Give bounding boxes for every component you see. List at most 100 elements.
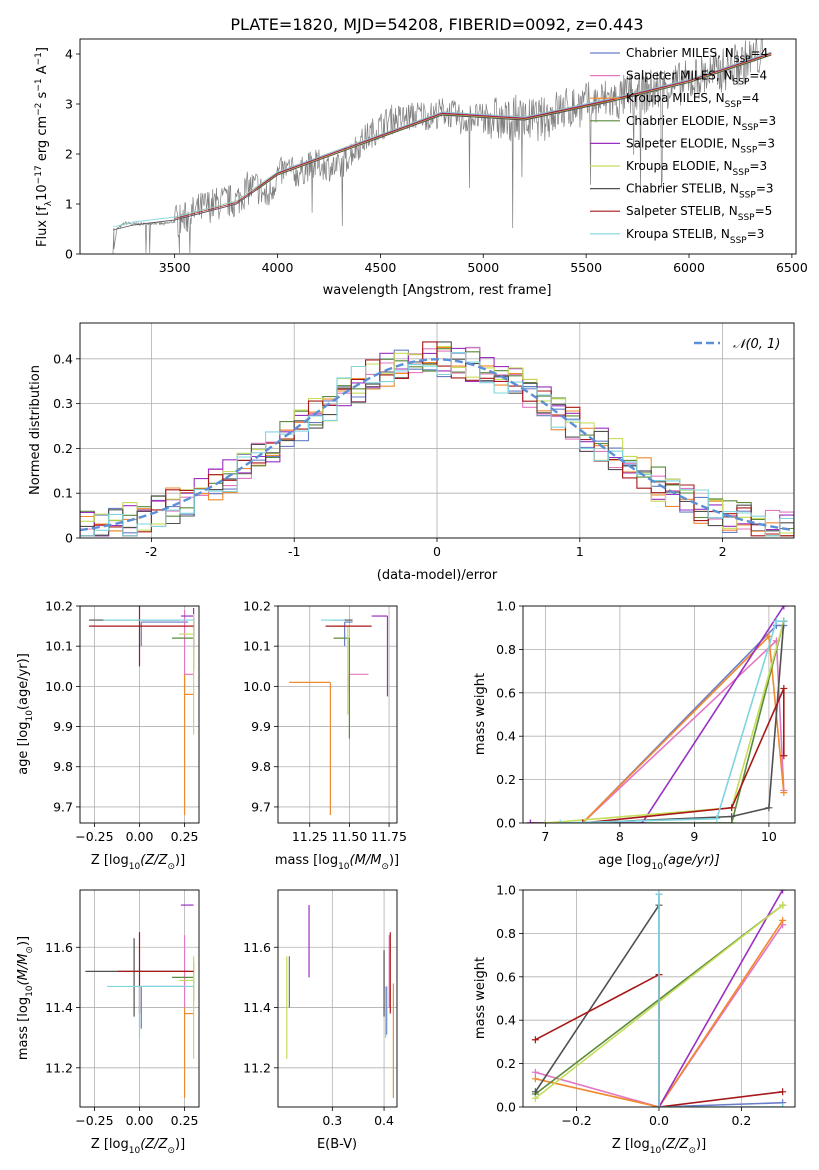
mass-weight-line — [658, 894, 783, 1107]
mass-weight-marker — [779, 1103, 787, 1107]
y-axis-label: Flux [fλ10−17 erg cm−2 s−1 A−1] — [34, 47, 54, 247]
legend-label: Kroupa MILES, NSSP=4 — [626, 91, 759, 110]
x-tick-label: −0.25 — [75, 1113, 113, 1128]
legend-label: Chabrier ELODIE, NSSP=3 — [626, 114, 776, 133]
mass-weight-line — [545, 620, 785, 823]
spectrum-axes-plot-area — [112, 39, 772, 254]
y-tick-label: 0.3 — [53, 396, 73, 411]
x-tick-label: 2 — [719, 544, 727, 559]
legend-label: Chabrier STELIB, NSSP=3 — [626, 182, 774, 201]
y-tick-label: 11.4 — [243, 1000, 271, 1015]
x-tick-label: 11.50 — [332, 829, 368, 844]
y-axis-label: Normed distribution — [28, 365, 43, 495]
mass-weight-line — [560, 620, 784, 823]
x-tick-label: 5500 — [570, 260, 602, 275]
mass-weight-marker — [765, 804, 773, 812]
x-axis-label: Z [log10(Z/Z⊙)] — [91, 853, 185, 872]
mass-weight-vs-Z-axes: −0.2 0.0 0.2 0.0 0.2 0.4 0.6 0.8 1.0 Z [log10(Z/Z… — [473, 883, 796, 1156]
age-vs-Z-axes-plot-area — [80, 606, 199, 823]
mass-weight-marker — [655, 1103, 663, 1107]
mass-weight-line — [530, 606, 785, 823]
mass-weight-line — [534, 904, 660, 1093]
y-tick-label: 9.7 — [53, 799, 73, 814]
mass-weight-marker — [531, 1068, 539, 1076]
x-tick-label: 6500 — [776, 260, 808, 275]
y-axis-label: mass weight — [473, 957, 488, 1039]
x-tick-label: 0.4 — [374, 1113, 394, 1128]
mass-weight-marker — [772, 617, 780, 625]
y-tick-label: 11.2 — [243, 1060, 271, 1075]
legend-label: 𝒩(0, 1) — [733, 337, 780, 352]
mass-weight-line — [582, 688, 785, 823]
mass-weight-marker — [780, 606, 788, 610]
x-tick-label: 0.25 — [171, 829, 199, 844]
histogram-step-line — [80, 351, 794, 537]
mass-weight-marker — [541, 819, 549, 823]
histogram-axes-plot-area — [80, 323, 794, 538]
y-tick-label: 10.1 — [45, 639, 73, 654]
y-tick-label: 10.2 — [243, 599, 271, 614]
figure-title: PLATE=1820, MJD=54208, FIBERID=0092, z=0… — [230, 15, 643, 34]
x-tick-label: 11.75 — [371, 829, 407, 844]
mass-weight-marker — [531, 1036, 539, 1044]
legend-label: Chabrier MILES, NSSP=4 — [626, 46, 768, 65]
x-tick-label: -2 — [145, 544, 157, 559]
mass-weight-marker — [728, 812, 736, 820]
y-tick-label: 11.6 — [243, 940, 271, 955]
spectrum-legend: Chabrier MILES, NSSP=4 Salpeter MILES, NS… — [590, 46, 776, 246]
x-tick-label: 4000 — [262, 260, 294, 275]
y-tick-label: 0.0 — [496, 816, 516, 831]
y-tick-label: 0.2 — [496, 1056, 516, 1071]
x-tick-label: 11.25 — [292, 829, 328, 844]
x-axis-label: mass [log10(M/M⊙)] — [275, 853, 399, 872]
axes-frame — [79, 605, 200, 824]
y-tick-label: 0.6 — [496, 685, 516, 700]
y-tick-label: 0.8 — [496, 642, 516, 657]
mass-weight-marker — [526, 819, 534, 823]
y-tick-label: 10.1 — [243, 639, 271, 654]
x-tick-label: 0.25 — [171, 1113, 199, 1128]
y-tick-label: 9.7 — [251, 799, 271, 814]
model-spectrum-line — [256, 53, 772, 190]
y-axis-label: age [log10(age/yr)] — [16, 653, 35, 775]
y-tick-label: 1.0 — [496, 883, 516, 898]
y-tick-label: 0.6 — [496, 969, 516, 984]
mass-weight-line — [535, 924, 784, 1107]
x-tick-label: 0.0 — [649, 1113, 669, 1128]
y-tick-label: 0.4 — [496, 1013, 516, 1028]
y-tick-label: 0.8 — [496, 926, 516, 941]
x-tick-label: 0 — [433, 544, 441, 559]
x-tick-label: -1 — [288, 544, 300, 559]
y-tick-label: 1 — [65, 197, 73, 212]
x-tick-label: 0.2 — [731, 1113, 751, 1128]
x-tick-label: 3500 — [159, 260, 191, 275]
mass-weight-marker — [531, 1088, 539, 1096]
mass-weight-marker — [780, 684, 788, 692]
mass-weight-line — [530, 624, 784, 823]
mass-weight-marker — [779, 901, 787, 909]
normal-curve-line — [80, 358, 794, 532]
x-tick-label: 10 — [761, 829, 777, 844]
histogram-axes: -2 -1 0 1 2 0 0.1 0.2 0.3 0.4 (data-model)/error No… — [28, 322, 795, 583]
mass-weight-marker — [779, 916, 787, 924]
mass-weight-marker — [655, 890, 663, 898]
axes-frame — [79, 889, 200, 1108]
mass-vs-EBV-axes: 0.3 0.4 11.2 11.4 11.6 E(B-V) — [243, 889, 398, 1152]
legend-label: Salpeter MILES, NSSP=4 — [626, 69, 767, 88]
x-axis-label: E(B-V) — [317, 1137, 357, 1152]
x-tick-label: 9 — [690, 829, 698, 844]
legend-label: Kroupa STELIB, NSSP=3 — [626, 227, 764, 246]
mass-weight-marker — [556, 819, 564, 823]
y-tick-label: 2 — [65, 147, 73, 162]
y-tick-label: 10.2 — [45, 599, 73, 614]
mass-weight-line — [545, 621, 785, 823]
x-tick-label: 1 — [576, 544, 584, 559]
mass-weight-vs-Z-axes-plot-area — [523, 890, 795, 1107]
x-tick-label: 5000 — [467, 260, 499, 275]
y-tick-label: 10.0 — [243, 679, 271, 694]
mass-weight-marker — [780, 617, 788, 625]
y-tick-label: 0.4 — [53, 351, 73, 366]
x-axis-label: Z [log10(Z/Z⊙)] — [612, 1137, 706, 1156]
legend-label: Salpeter ELODIE, NSSP=3 — [626, 136, 775, 155]
